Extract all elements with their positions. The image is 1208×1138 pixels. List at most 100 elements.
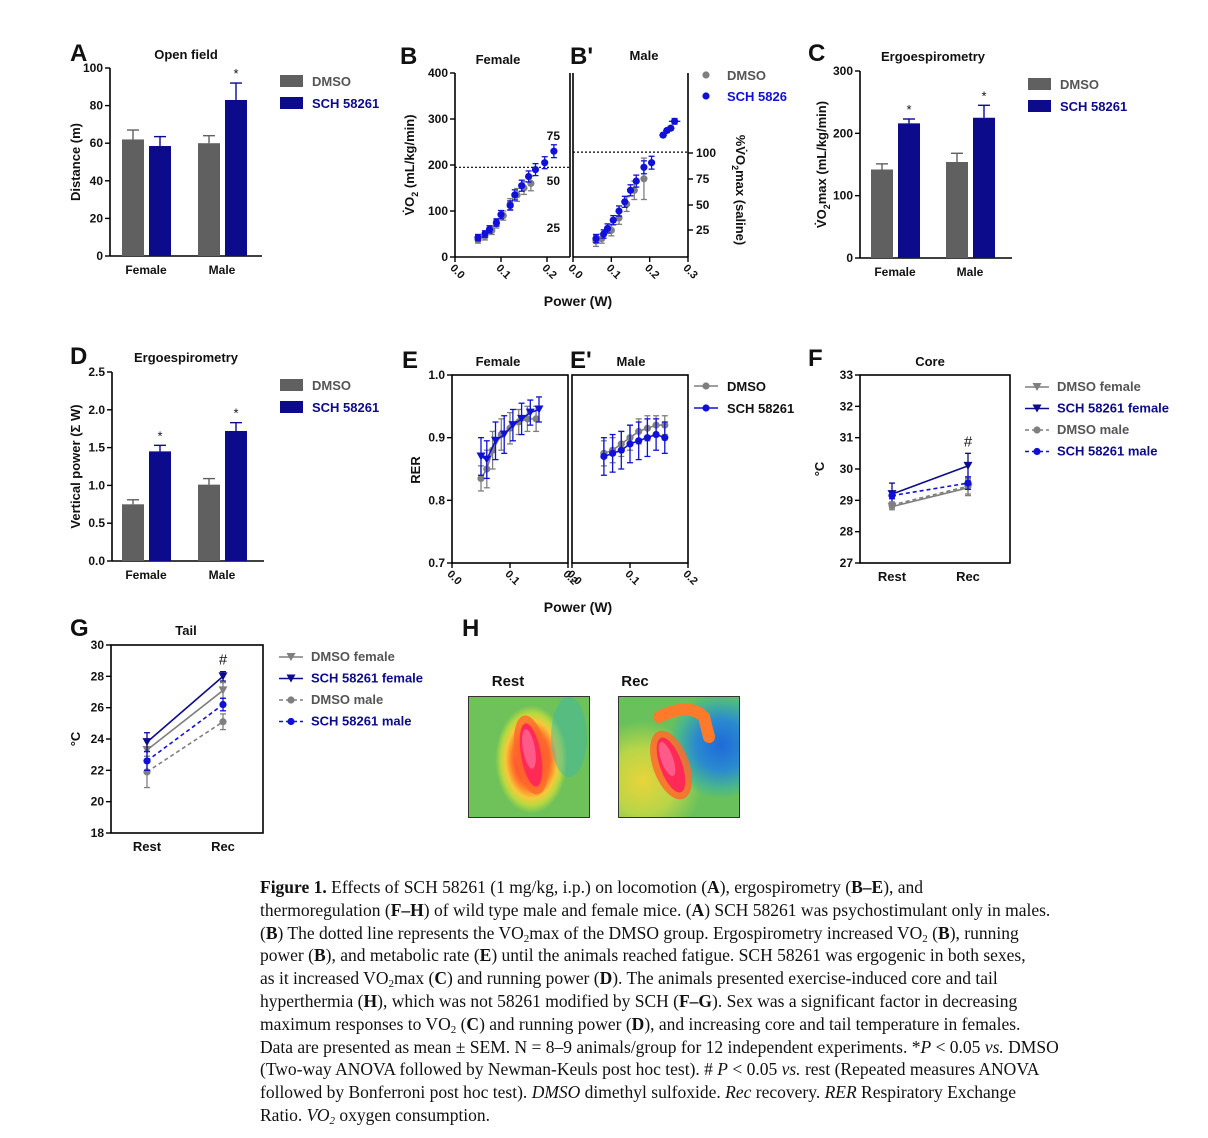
- panel-D-letter: D: [70, 343, 87, 370]
- caption-segment: (: [927, 922, 938, 943]
- panel-F-line-0: [891, 487, 969, 508]
- caption-segment: B: [938, 922, 950, 943]
- panel-C-annotation-0: *: [906, 102, 911, 117]
- panel-B2-right-tick-label: 75: [696, 172, 710, 186]
- caption-segment: 2: [450, 1023, 457, 1036]
- panel-F-letter: F: [808, 345, 823, 372]
- panel-D-ytick-label: 1.5: [88, 441, 105, 455]
- panel-F-ytick-label: 27: [840, 556, 854, 570]
- panel-B2-point-1-7: [632, 177, 640, 185]
- caption-segment: vs.: [781, 1059, 801, 1080]
- caption-segment: Rec: [725, 1082, 752, 1103]
- panel-G-point-3-1: [219, 700, 227, 709]
- panel-E-point-1-6: [525, 408, 535, 417]
- caption-segment: ), and: [883, 877, 924, 897]
- panel-F-point-1-1: [963, 461, 973, 470]
- panel-G-ytick-label: 30: [91, 638, 105, 652]
- panel-B2-right-tick-label: 25: [696, 223, 710, 237]
- caption-line: maximum responses to VO2 (C) and running…: [260, 1013, 1190, 1036]
- panel-F-legend-marker-3: [1033, 447, 1041, 456]
- panel-B2-right-tick-label: 100: [696, 146, 716, 160]
- caption-segment: max (: [393, 968, 435, 989]
- panel-A-category-label-1: Male: [209, 263, 236, 277]
- panel-B-inner-tick-label: 25: [547, 221, 561, 235]
- panel-F-legend-label-2: DMSO male: [1057, 422, 1129, 437]
- panel-G-category-label-0: Rest: [133, 839, 162, 854]
- panel-G-point-1-1: [218, 672, 228, 681]
- panel-B-point-1-1: [481, 230, 489, 238]
- caption-segment: recovery.: [751, 1082, 825, 1103]
- panel-G-ytick-label: 20: [91, 795, 105, 809]
- caption-segment: H: [363, 990, 378, 1011]
- panel-G-ytick-label: 22: [91, 763, 105, 777]
- caption-segment: 2: [388, 978, 394, 991]
- panel-E-point-1-1: [482, 455, 492, 464]
- panel-B2-point-0-6: [640, 175, 648, 183]
- panel-E-letter: E: [402, 347, 418, 374]
- panel-C-letter: C: [808, 40, 825, 67]
- panel-E-ytick-label: 0.8: [428, 493, 445, 507]
- panel-G-legend-label-0: DMSO female: [311, 649, 395, 664]
- caption-segment: hyperthermia (: [260, 990, 364, 1011]
- caption-segment: ), which was not 58261 modified by SCH (: [377, 990, 679, 1011]
- panel-G-line-2: [146, 721, 224, 773]
- caption-segment: D: [631, 1013, 645, 1034]
- panel-C-ylabel-rest: max (mL/kg/min): [814, 101, 829, 204]
- panel-A-bar-1-1: [225, 99, 247, 257]
- panel-A-ytick-label: 0: [96, 249, 103, 263]
- panel-D-legend-label-1: SCH 58261: [312, 400, 379, 415]
- panel-B2-point-1-5: [621, 198, 629, 206]
- caption-segment: F–H: [390, 899, 424, 920]
- caption-segment: ). Sex was a significant factor in decre…: [712, 990, 1018, 1011]
- panel-C-ytick-label: 300: [833, 64, 853, 78]
- panel-G-line-0: [146, 689, 224, 751]
- panel-B-point-1-5: [506, 201, 514, 210]
- panel-E2-xtick-label: 0.1: [622, 568, 641, 587]
- panel-E-point-1-0: [476, 452, 486, 461]
- panel-B2-point-1-1: [600, 230, 608, 238]
- panel-B-letter: B: [400, 43, 417, 70]
- panel-B-ylabel-sub: 2: [410, 192, 420, 197]
- panel-E2-point-1-2: [617, 446, 625, 454]
- panel-G-annotation-0: #: [219, 652, 228, 669]
- caption-segment: vs.: [984, 1036, 1004, 1057]
- panel-G-ytick-label: 28: [91, 669, 105, 683]
- panel-D-bar-1-1: [225, 430, 247, 561]
- panel-F-category-label-1: Rec: [956, 569, 980, 584]
- panel-B2-point-1-2: [603, 224, 612, 233]
- panel-D-ytick-label: 2.0: [88, 403, 105, 417]
- panel-B2-letter: B': [570, 43, 593, 70]
- panel-B-xtick-label: 0.2: [539, 262, 558, 281]
- panel-F-ytick-label: 29: [840, 493, 854, 507]
- panel-H-label-rest: Rest: [492, 673, 525, 690]
- caption-segment: 2: [922, 932, 928, 945]
- panel-B2-legend-label-0: DMSO: [727, 68, 766, 83]
- caption-segment: followed by Bonferroni post hoc test).: [260, 1082, 532, 1103]
- panel-F-ytick-label: 32: [840, 399, 854, 413]
- panel-B2-xtick-label: 0.2: [642, 262, 661, 281]
- panel-B2-right-label: %V̇O2max (saline): [730, 135, 748, 246]
- panel-E-point-1-7: [534, 405, 544, 414]
- caption-segment: DMSO: [531, 1082, 581, 1103]
- panel-E-xlabel: Power (W): [544, 599, 612, 615]
- panel-C-title: Ergoespirometry: [881, 49, 986, 64]
- panel-B2-right-label-rest: max (saline): [733, 170, 748, 245]
- panel-E-ytick-label: 0.9: [428, 431, 445, 445]
- caption-segment: A: [707, 877, 720, 897]
- panel-D-bar-0-1: [198, 484, 220, 561]
- panel-F-ytick-label: 30: [840, 462, 854, 476]
- panel-D-legend-label-0: DMSO: [312, 378, 351, 393]
- panel-A-category-label-0: Female: [125, 263, 167, 277]
- panel-A-bar-1-0: [149, 146, 171, 256]
- panel-B-ytick-label: 200: [428, 158, 448, 172]
- panel-F-line-2: [891, 485, 969, 506]
- panel-C-legend-label-0: DMSO: [1060, 77, 1099, 92]
- panel-C-category-label-0: Female: [874, 265, 916, 279]
- panel-A-ylabel: Distance (m): [68, 123, 83, 201]
- panel-B2-point-1-9: [647, 159, 656, 167]
- caption-segment: VO: [306, 1104, 330, 1125]
- panel-E2-legend-label-1: SCH 58261: [727, 401, 794, 416]
- panel-B-point-1-2: [485, 225, 494, 233]
- panel-B-ylabel: V̇O2 (mL/kg/min): [402, 114, 420, 215]
- panel-F-legend-marker-1: [1032, 404, 1042, 413]
